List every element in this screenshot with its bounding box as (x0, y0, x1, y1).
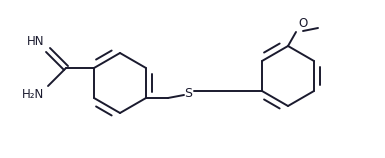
Text: H₂N: H₂N (22, 88, 44, 101)
Text: O: O (298, 17, 307, 30)
Text: HN: HN (27, 35, 44, 48)
Text: S: S (184, 86, 192, 100)
